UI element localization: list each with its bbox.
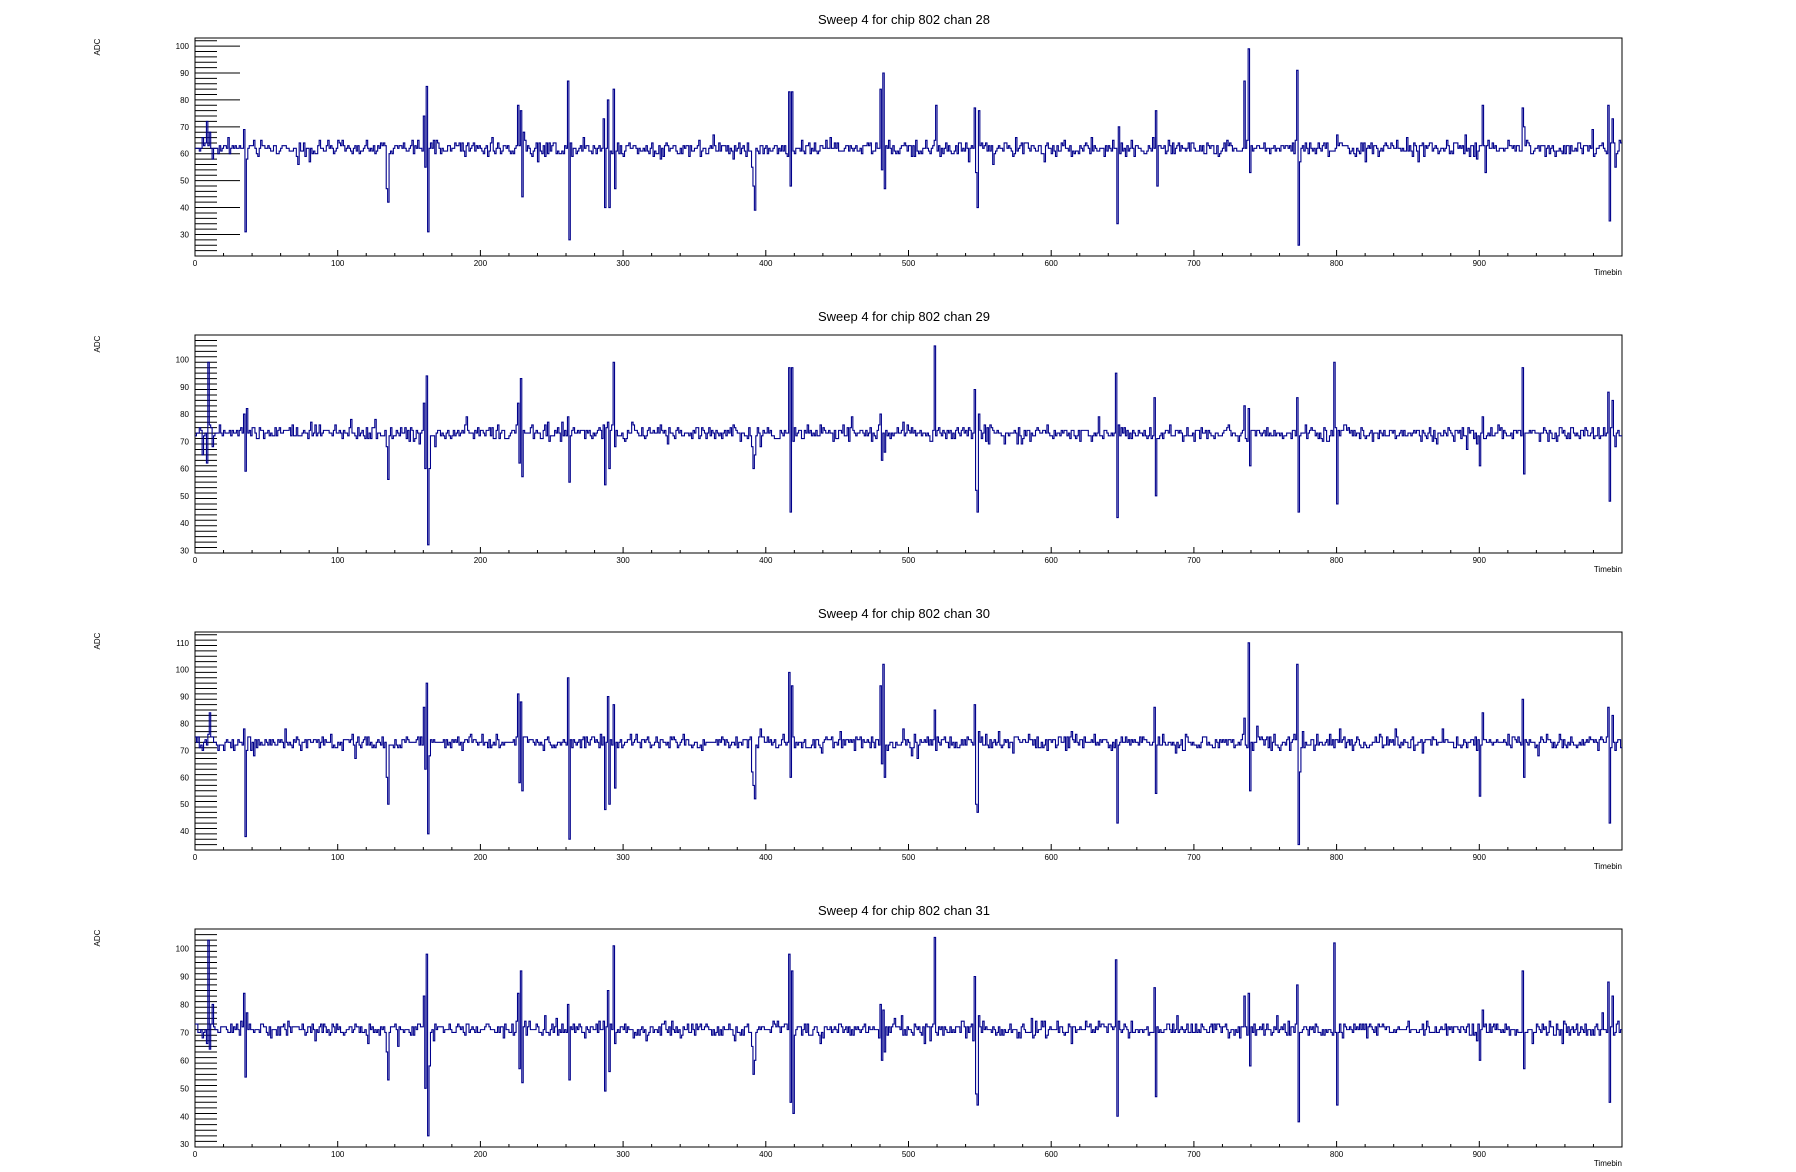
x-tick-label: 200: [474, 556, 488, 565]
x-tick-label: 900: [1473, 556, 1487, 565]
y-tick-label: 50: [180, 492, 189, 501]
y-tick-label: 40: [180, 519, 189, 528]
panel-chan-31: Sweep 4 for chip 802 chan 31 ADC Timebin…: [93, 903, 1623, 1168]
x-tick-label: 500: [902, 853, 916, 862]
y-tick-label: 90: [180, 973, 189, 982]
x-tick-label: 100: [331, 556, 345, 565]
adc-series-line: [195, 642, 1622, 846]
x-tick-label: 700: [1187, 556, 1201, 565]
y-tick-label: 40: [180, 827, 189, 836]
y-axis-label: ADC: [93, 38, 102, 55]
chart-title: Sweep 4 for chip 802 chan 28: [818, 12, 990, 27]
x-axis-label: Timebin: [1594, 862, 1622, 871]
y-tick-label: 30: [180, 230, 189, 239]
y-tick-label: 80: [180, 96, 189, 105]
x-tick-label: 200: [474, 853, 488, 862]
y-tick-label: 60: [180, 150, 189, 159]
x-tick-label: 400: [759, 853, 773, 862]
x-axis-label: Timebin: [1594, 565, 1622, 574]
y-tick-label: 90: [180, 69, 189, 78]
plot-frame: [194, 928, 1623, 1148]
x-tick-label: 900: [1473, 1150, 1487, 1159]
x-tick-label: 700: [1187, 259, 1201, 268]
y-tick-label: 60: [180, 465, 189, 474]
plot-frame: [194, 334, 1623, 554]
y-tick-label: 50: [180, 800, 189, 809]
x-tick-label: 900: [1473, 259, 1487, 268]
x-tick-label: 800: [1330, 259, 1344, 268]
y-axis-label: ADC: [93, 929, 102, 946]
y-tick-label: 70: [180, 123, 189, 132]
x-tick-label: 600: [1045, 853, 1059, 862]
x-tick-label: 500: [902, 259, 916, 268]
y-tick-label: 70: [180, 746, 189, 755]
x-tick-label: 100: [331, 1150, 345, 1159]
x-axis-label: Timebin: [1594, 1159, 1622, 1168]
y-tick-label: 40: [180, 1112, 189, 1121]
x-tick-label: 0: [193, 1150, 198, 1159]
y-tick-label: 100: [176, 945, 190, 954]
y-tick-label: 70: [180, 437, 189, 446]
adc-series-line: [195, 345, 1622, 546]
chart-title: Sweep 4 for chip 802 chan 31: [818, 903, 990, 918]
x-tick-label: 800: [1330, 853, 1344, 862]
x-tick-label: 600: [1045, 556, 1059, 565]
panel-chan-29: Sweep 4 for chip 802 chan 29 ADC Timebin…: [93, 309, 1623, 574]
x-tick-label: 700: [1187, 853, 1201, 862]
y-tick-label: 110: [176, 639, 189, 648]
y-axis-label: ADC: [93, 335, 102, 352]
y-tick-label: 30: [180, 1140, 189, 1149]
x-tick-label: 600: [1045, 1150, 1059, 1159]
x-tick-label: 200: [474, 1150, 488, 1159]
y-tick-label: 80: [180, 1000, 189, 1009]
x-tick-label: 300: [616, 259, 630, 268]
y-tick-label: 100: [176, 666, 190, 675]
y-tick-label: 70: [180, 1028, 189, 1037]
x-tick-label: 0: [193, 853, 198, 862]
y-tick-label: 60: [180, 773, 189, 782]
x-tick-label: 200: [474, 259, 488, 268]
x-tick-label: 100: [331, 259, 345, 268]
x-tick-label: 400: [759, 1150, 773, 1159]
y-tick-label: 90: [180, 693, 189, 702]
x-tick-label: 300: [616, 1150, 630, 1159]
adc-series-line: [195, 48, 1622, 246]
chart-title: Sweep 4 for chip 802 chan 29: [818, 309, 990, 324]
y-axis-label: ADC: [93, 632, 102, 649]
x-tick-label: 800: [1330, 556, 1344, 565]
y-tick-label: 30: [180, 546, 189, 555]
x-tick-label: 400: [759, 259, 773, 268]
panel-chan-30: Sweep 4 for chip 802 chan 30 ADC Timebin…: [93, 606, 1623, 871]
adc-series-line: [195, 936, 1622, 1137]
y-tick-label: 60: [180, 1056, 189, 1065]
x-tick-label: 100: [331, 853, 345, 862]
x-tick-label: 0: [193, 259, 198, 268]
chart-title: Sweep 4 for chip 802 chan 30: [818, 606, 990, 621]
x-tick-label: 900: [1473, 853, 1487, 862]
y-tick-label: 100: [176, 356, 190, 365]
x-tick-label: 500: [902, 556, 916, 565]
x-tick-label: 700: [1187, 1150, 1201, 1159]
x-tick-label: 500: [902, 1150, 916, 1159]
panel-chan-28: Sweep 4 for chip 802 chan 28 ADC Timebin…: [93, 12, 1623, 277]
y-tick-label: 50: [180, 1084, 189, 1093]
y-tick-label: 90: [180, 383, 189, 392]
y-tick-label: 80: [180, 720, 189, 729]
x-tick-label: 800: [1330, 1150, 1344, 1159]
x-tick-label: 600: [1045, 259, 1059, 268]
y-tick-label: 80: [180, 410, 189, 419]
y-tick-label: 100: [176, 42, 190, 51]
y-tick-label: 40: [180, 204, 189, 213]
x-axis-label: Timebin: [1594, 268, 1622, 277]
x-tick-label: 400: [759, 556, 773, 565]
x-tick-label: 0: [193, 556, 198, 565]
x-tick-label: 300: [616, 556, 630, 565]
x-tick-label: 300: [616, 853, 630, 862]
y-tick-label: 50: [180, 177, 189, 186]
